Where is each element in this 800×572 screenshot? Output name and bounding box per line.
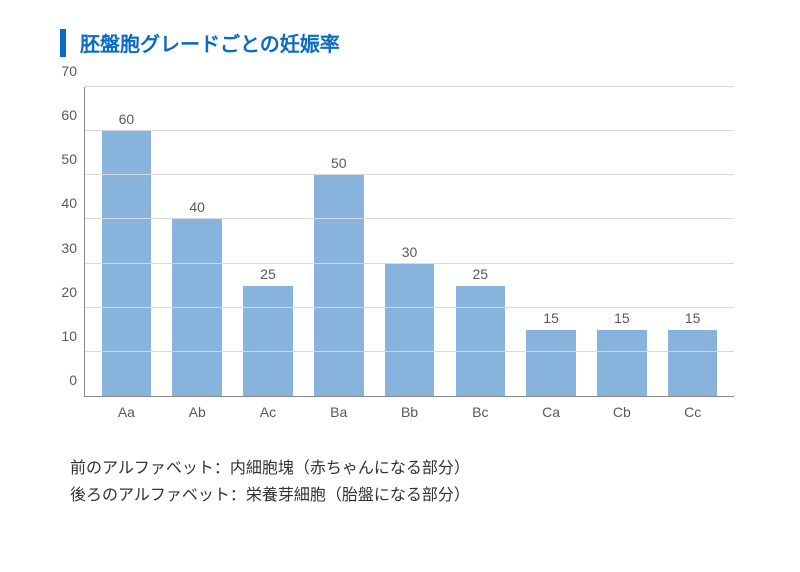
bar-value-label: 25 [473,266,489,282]
bar-slot: 25Ac [233,87,304,396]
y-tick-label: 40 [61,195,85,211]
x-tick-label: Ca [542,404,560,420]
bar-value-label: 15 [614,310,630,326]
gridline [85,351,734,352]
bar-value-label: 60 [119,111,135,127]
y-tick-label: 20 [61,284,85,300]
bar [597,330,647,396]
bar-slot: 15Ca [516,87,587,396]
bar-value-label: 50 [331,155,347,171]
footnote-line: 前のアルファベット：内細胞塊（赤ちゃんになる部分） [70,455,760,482]
gridline [85,174,734,175]
chart-title-row: 胚盤胞グレードごとの妊娠率 [60,28,760,57]
bar-chart: 60Aa40Ab25Ac50Ba30Bb25Bc15Ca15Cb15Cc 010… [44,87,744,427]
bar-value-label: 15 [685,310,701,326]
x-tick-label: Cc [684,404,701,420]
bar [456,286,506,396]
x-tick-label: Bc [472,404,488,420]
gridline [85,218,734,219]
chart-title: 胚盤胞グレードごとの妊娠率 [80,28,340,57]
y-tick-label: 30 [61,240,85,256]
bar [526,330,576,396]
x-tick-label: Ba [330,404,347,420]
bar [172,219,222,396]
bar-value-label: 30 [402,244,418,260]
bar-slot: 25Bc [445,87,516,396]
y-tick-label: 10 [61,328,85,344]
bar-slot: 30Bb [374,87,445,396]
y-tick-label: 60 [61,107,85,123]
gridline [85,130,734,131]
bar-slot: 50Ba [303,87,374,396]
bar-value-label: 25 [260,266,276,282]
footnotes: 前のアルファベット：内細胞塊（赤ちゃんになる部分）後ろのアルファベット：栄養芽細… [70,455,760,509]
bar-slot: 60Aa [91,87,162,396]
bar-slot: 15Cc [657,87,728,396]
x-tick-label: Aa [118,404,135,420]
bar [668,330,718,396]
y-tick-label: 70 [61,63,85,79]
gridline [85,263,734,264]
x-tick-label: Bb [401,404,418,420]
bar-slot: 15Cb [586,87,657,396]
title-accent-bar [60,29,66,57]
y-tick-label: 0 [69,372,85,388]
bar [314,175,364,396]
gridline [85,86,734,87]
bar-value-label: 15 [543,310,559,326]
footnote-line: 後ろのアルファベット：栄養芽細胞（胎盤になる部分） [70,482,760,509]
bar-value-label: 40 [189,199,205,215]
y-tick-label: 50 [61,151,85,167]
bar [102,131,152,396]
bar [385,264,435,396]
x-tick-label: Ab [189,404,206,420]
gridline [85,307,734,308]
bars-container: 60Aa40Ab25Ac50Ba30Bb25Bc15Ca15Cb15Cc [85,87,734,396]
x-tick-label: Cb [613,404,631,420]
bar [243,286,293,396]
plot-area: 60Aa40Ab25Ac50Ba30Bb25Bc15Ca15Cb15Cc 010… [84,87,734,397]
bar-slot: 40Ab [162,87,233,396]
x-tick-label: Ac [260,404,276,420]
